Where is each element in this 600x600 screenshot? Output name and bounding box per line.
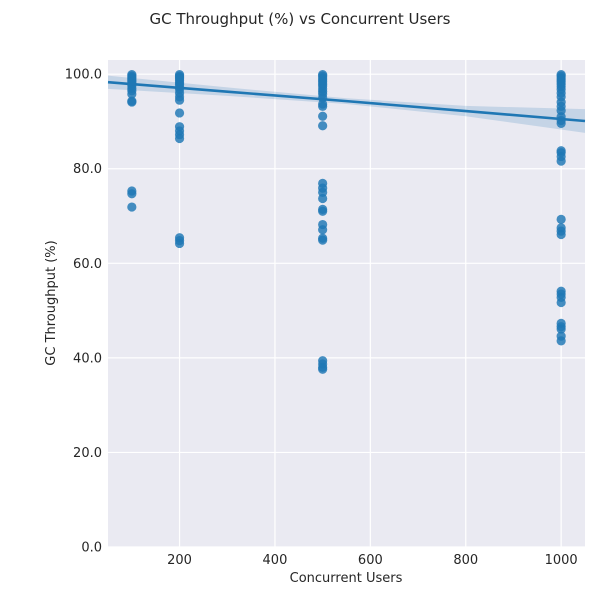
- data-point: [556, 118, 566, 128]
- data-point: [556, 336, 566, 346]
- data-point: [127, 189, 137, 199]
- data-point: [318, 111, 328, 121]
- data-point: [318, 121, 328, 131]
- confidence-band-layer: [108, 75, 585, 133]
- data-point: [556, 214, 566, 224]
- y-tick-label: 40.0: [73, 351, 102, 366]
- data-point: [127, 89, 137, 99]
- plot-background: [108, 60, 585, 547]
- data-point: [174, 108, 185, 118]
- x-tick-label: 600: [358, 553, 383, 568]
- x-tick-label: 200: [167, 553, 192, 568]
- data-point: [556, 324, 566, 334]
- confidence-band: [108, 75, 585, 133]
- y-tick-label: 100.0: [65, 68, 102, 83]
- data-point: [174, 238, 185, 249]
- data-point: [127, 97, 137, 107]
- y-tick-label: 20.0: [73, 446, 102, 461]
- x-tick-label: 400: [263, 553, 288, 568]
- y-tick-label: 60.0: [73, 257, 102, 272]
- x-axis-ticks: 200 400 600 800 1000: [167, 553, 578, 568]
- data-point: [318, 225, 328, 235]
- data-point: [318, 364, 328, 374]
- data-point: [318, 101, 328, 111]
- data-point: [174, 133, 185, 144]
- x-axis-label: Concurrent Users: [290, 571, 403, 586]
- data-point: [556, 156, 566, 166]
- regression-line-layer: [107, 80, 586, 123]
- x-tick-label: 1000: [545, 553, 578, 568]
- y-tick-label: 80.0: [73, 162, 102, 177]
- data-point: [318, 193, 328, 204]
- y-axis-ticks: 0.0 20.0 40.0 60.0 80.0 100.0: [65, 68, 102, 556]
- data-point: [556, 297, 566, 308]
- x-tick-label: 800: [453, 553, 478, 568]
- chart-title: GC Throughput (%) vs Concurrent Users: [150, 10, 451, 28]
- data-point: [127, 202, 137, 212]
- regression-line: [107, 80, 586, 123]
- data-point: [174, 95, 185, 105]
- data-point: [318, 206, 328, 216]
- y-axis-label: GC Throughput (%): [44, 240, 59, 365]
- data-point: [556, 229, 566, 240]
- data-point: [318, 235, 328, 245]
- y-tick-label: 0.0: [81, 541, 102, 556]
- data-points: [127, 70, 566, 374]
- grid-lines: [108, 60, 585, 548]
